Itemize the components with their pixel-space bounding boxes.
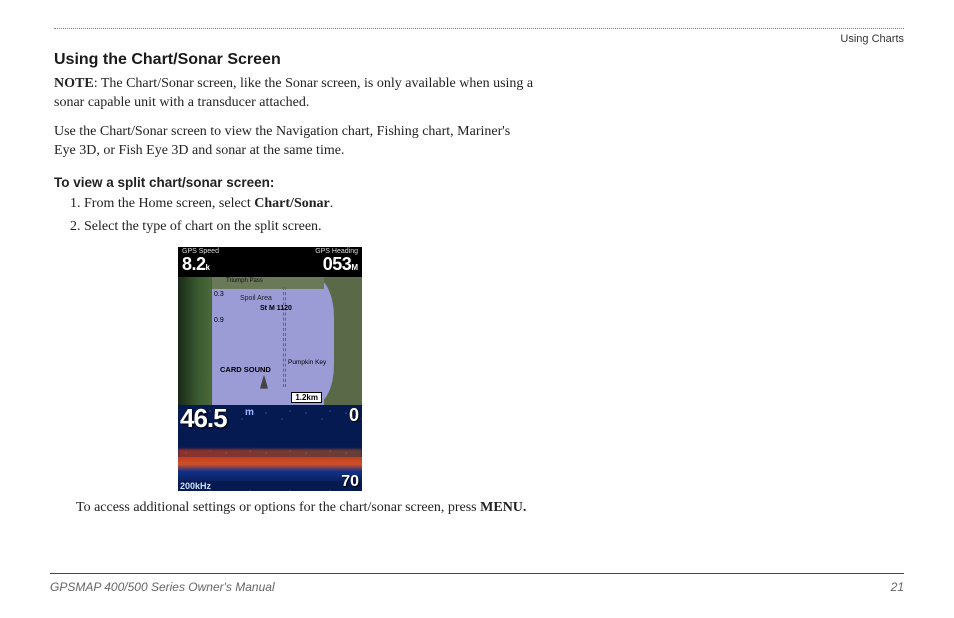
land-right [324, 277, 362, 405]
sonar-depth-value: 46.5 [180, 405, 227, 434]
step-1-text-a: From the Home screen, select [84, 196, 254, 211]
note-paragraph: NOTE: The Chart/Sonar screen, like the S… [54, 75, 534, 113]
footer-manual-title: GPSMAP 400/500 Series Owner's Manual [50, 580, 275, 594]
speed-unit: k [206, 263, 210, 272]
running-header: Using Charts [54, 33, 904, 45]
menu-keyword: MENU. [480, 500, 526, 515]
heading-value: 053 [323, 254, 352, 274]
device-screenshot-wrap: GPS Speed 8.2k GPS Heading 053M Triumph … [178, 247, 904, 491]
sonar-range-top: 0 [349, 405, 359, 426]
sonar-frequency: 200kHz [180, 481, 211, 491]
step-list: From the Home screen, select Chart/Sonar… [54, 193, 534, 237]
speed-block: GPS Speed 8.2k [182, 248, 219, 275]
card-sound-label: CARD SOUND [220, 365, 271, 374]
access-note: To access additional settings or options… [76, 499, 576, 518]
sonar-range-bottom: 70 [341, 473, 359, 491]
device-topbar: GPS Speed 8.2k GPS Heading 053M [178, 247, 362, 277]
access-text: To access additional settings or options… [76, 500, 480, 515]
top-rule [54, 28, 904, 29]
note-label: NOTE [54, 76, 94, 91]
footer-page-number: 21 [891, 580, 904, 594]
step-1-bold: Chart/Sonar [254, 196, 329, 211]
sonar-pane: 46.5 m 0 70 200kHz [178, 405, 362, 491]
track-line-2 [276, 287, 286, 387]
land-left [178, 277, 212, 405]
pumpkin-key-label: Pumpkin Key [288, 359, 326, 366]
stm-label: St M 1120 [260, 305, 292, 312]
step-1: From the Home screen, select Chart/Sonar… [84, 193, 534, 214]
sonar-return-bottom [178, 457, 362, 481]
map-scale: 1.2km [291, 392, 322, 403]
heading-unit: M [351, 263, 358, 272]
section-title: Using the Chart/Sonar Screen [54, 51, 904, 69]
spoil-area-label: Spoil Area [240, 295, 272, 302]
depth-marker-a: 0.3 [214, 291, 224, 298]
device-screenshot: GPS Speed 8.2k GPS Heading 053M Triumph … [178, 247, 362, 491]
top-landstrip-label: Triumph Pass [226, 278, 263, 284]
step-1-text-c: . [330, 196, 334, 211]
note-text: : The Chart/Sonar screen, like the Sonar… [54, 76, 533, 110]
page-footer: GPSMAP 400/500 Series Owner's Manual 21 [50, 573, 904, 594]
manual-page: Using Charts Using the Chart/Sonar Scree… [0, 0, 954, 517]
sonar-depth-unit: m [245, 407, 254, 418]
sub-heading: To view a split chart/sonar screen: [54, 175, 904, 190]
depth-marker-b: 0.9 [214, 317, 224, 324]
step-2: Select the type of chart on the split sc… [84, 216, 534, 237]
speed-value: 8.2 [182, 254, 206, 274]
heading-block: GPS Heading 053M [315, 248, 358, 275]
intro-paragraph: Use the Chart/Sonar screen to view the N… [54, 123, 534, 161]
chart-pane: Triumph Pass Spoil Area St M 1120 0.3 0.… [178, 277, 362, 405]
